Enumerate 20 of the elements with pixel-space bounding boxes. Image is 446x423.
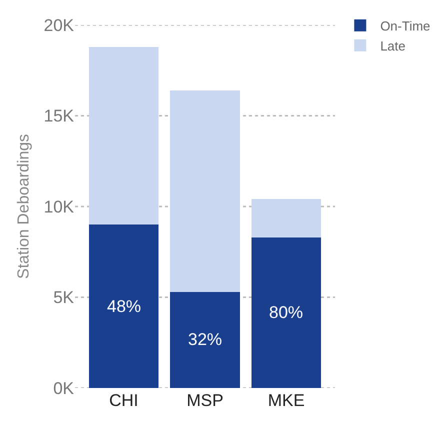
annotation: 32% — [188, 330, 222, 349]
y-tick-label: 0K — [53, 378, 75, 398]
y-tick-label: 5K — [53, 288, 75, 308]
annotation: 48% — [107, 297, 142, 316]
y-tick-label: 10K — [44, 197, 75, 216]
bar — [88, 46, 159, 225]
y-tick-label: 20K — [44, 16, 75, 35]
y-axis-title: Station Deboardings — [16, 134, 33, 279]
bar — [88, 224, 159, 388]
bar — [251, 237, 322, 388]
x-tick-label: MKE — [268, 391, 305, 410]
x-tick-label: CHI — [109, 391, 138, 410]
bar — [170, 90, 240, 292]
legend-label: On-Time — [380, 18, 430, 34]
bar — [170, 292, 240, 388]
legend-label: Late — [380, 38, 406, 54]
bar — [251, 199, 322, 238]
annotation: 80% — [269, 303, 304, 322]
y-tick-label: 15K — [44, 106, 75, 126]
x-tick-label: MSP — [186, 391, 224, 410]
